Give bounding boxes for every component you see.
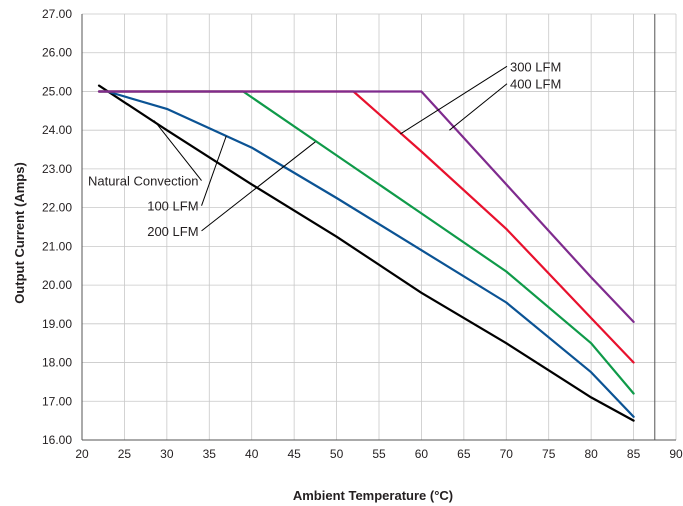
x-tick-label: 20: [75, 447, 89, 461]
callout-leader-natural-convection: [153, 120, 202, 181]
x-tick-label: 50: [330, 447, 344, 461]
series-lines: [97, 84, 635, 422]
callout-label-400-lfm: 400 LFM: [510, 77, 561, 92]
callouts: Natural Convection 100 LFM 200 LFM 300 LFM 4…: [88, 59, 561, 239]
callout-leader-100-lfm: [201, 135, 227, 206]
x-tick-label: 30: [160, 447, 174, 461]
y-tick-label: 27.00: [42, 7, 72, 21]
x-tick-label: 25: [118, 447, 132, 461]
x-tick-label: 70: [500, 447, 514, 461]
x-tick-label: 35: [203, 447, 217, 461]
y-tick-label: 19.00: [42, 317, 72, 331]
y-axis-title: Output Current (Amps): [12, 162, 27, 304]
y-tick-label: 26.00: [42, 46, 72, 60]
y-tick-label: 24.00: [42, 123, 72, 137]
series-line-natural-convection: [97, 84, 635, 422]
x-tick-label: 80: [584, 447, 598, 461]
y-tick-label: 23.00: [42, 162, 72, 176]
callout-label-natural-convection: Natural Convection: [88, 174, 199, 189]
y-tick-label: 25.00: [42, 84, 72, 98]
x-tick-label: 65: [457, 447, 471, 461]
y-tick-label: 17.00: [42, 394, 72, 408]
x-tick-label: 40: [245, 447, 259, 461]
x-tick-label: 55: [372, 447, 386, 461]
series-line-400-lfm: [97, 90, 635, 323]
callout-label-200-lfm: 200 LFM: [147, 224, 198, 239]
y-tick-label: 21.00: [42, 239, 72, 253]
y-tick-label: 16.00: [42, 433, 72, 447]
x-axis-title: Ambient Temperature (°C): [293, 488, 453, 503]
callout-label-300-lfm: 300 LFM: [510, 59, 561, 74]
callout-leader-200-lfm: [201, 141, 316, 232]
y-tick-label: 18.00: [42, 356, 72, 370]
callout-label-100-lfm: 100 LFM: [147, 199, 198, 214]
callout-leader-300-lfm: [399, 65, 508, 135]
y-tick-label: 22.00: [42, 201, 72, 215]
x-tick-label: 85: [627, 447, 641, 461]
x-tick-label: 45: [287, 447, 301, 461]
x-tick-label: 90: [669, 447, 683, 461]
callout-leader-400-lfm: [449, 83, 508, 131]
axes: 20 25 30 35 40 45 50 55 60 65 70 75 80 85 90 16.00 17.00…: [42, 7, 683, 461]
y-tick-label: 20.00: [42, 278, 72, 292]
x-tick-label: 60: [415, 447, 429, 461]
x-tick-label: 75: [542, 447, 556, 461]
series-line-100-lfm: [97, 90, 635, 418]
